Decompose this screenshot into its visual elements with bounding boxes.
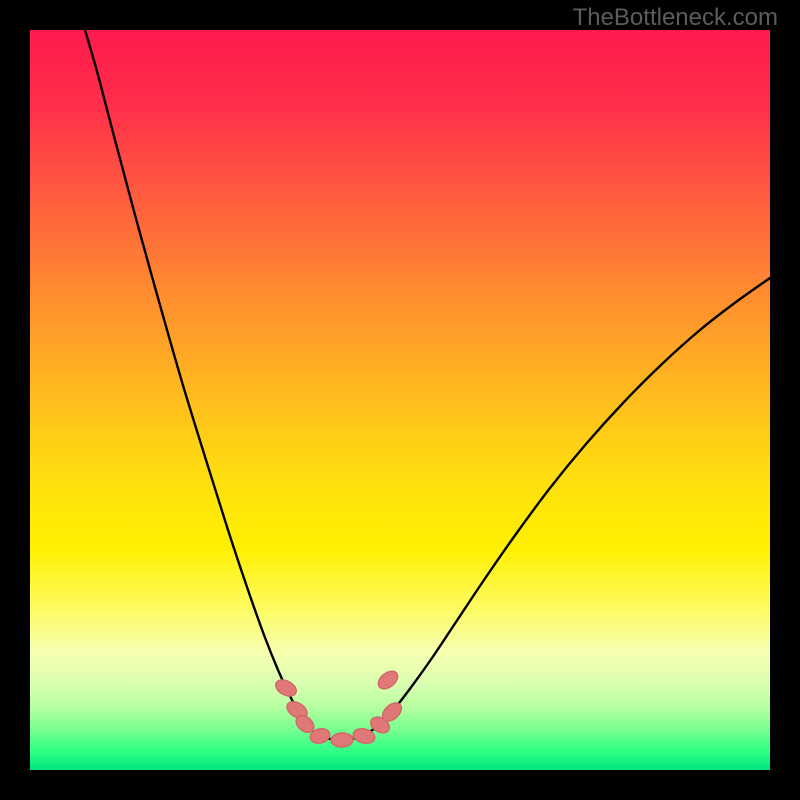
curve-markers	[273, 668, 405, 748]
plot-area	[30, 30, 770, 770]
marker-point	[273, 677, 299, 700]
marker-point	[375, 668, 401, 693]
marker-point	[331, 733, 353, 748]
chart-frame: TheBottleneck.com	[0, 0, 800, 800]
bottleneck-curve	[85, 30, 770, 740]
watermark-text: TheBottleneck.com	[573, 4, 778, 32]
curve-layer	[30, 30, 770, 770]
